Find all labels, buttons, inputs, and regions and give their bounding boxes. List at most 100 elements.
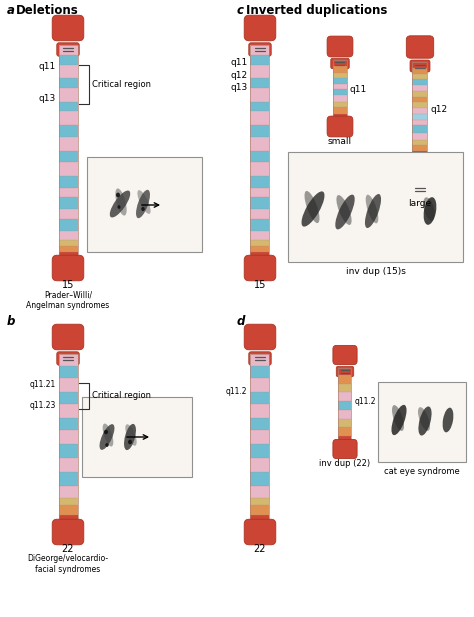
- Bar: [333, 102, 347, 107]
- Bar: [412, 139, 428, 146]
- Ellipse shape: [423, 197, 435, 221]
- Bar: [250, 125, 270, 137]
- Bar: [412, 114, 428, 120]
- Ellipse shape: [125, 424, 137, 445]
- Bar: [58, 197, 78, 209]
- Ellipse shape: [118, 205, 120, 209]
- Text: inv dup (15)s: inv dup (15)s: [346, 267, 405, 276]
- Bar: [378, 382, 466, 462]
- Bar: [58, 486, 78, 498]
- Bar: [250, 246, 270, 252]
- Bar: [58, 45, 78, 55]
- Bar: [412, 91, 428, 96]
- Bar: [338, 392, 352, 401]
- Ellipse shape: [418, 407, 430, 431]
- Bar: [333, 65, 347, 73]
- Bar: [250, 378, 270, 392]
- Text: b: b: [7, 315, 15, 328]
- FancyBboxPatch shape: [244, 324, 276, 350]
- Bar: [58, 209, 78, 219]
- Bar: [338, 436, 352, 443]
- Ellipse shape: [141, 207, 145, 211]
- Bar: [333, 95, 347, 102]
- Bar: [250, 45, 270, 260]
- FancyBboxPatch shape: [336, 366, 354, 377]
- Bar: [250, 88, 270, 102]
- Bar: [412, 96, 428, 102]
- Text: large: large: [409, 199, 431, 208]
- Bar: [412, 62, 428, 68]
- Bar: [333, 60, 347, 120]
- FancyBboxPatch shape: [52, 324, 84, 350]
- Bar: [412, 102, 428, 108]
- Bar: [338, 426, 352, 436]
- Ellipse shape: [304, 191, 319, 223]
- Ellipse shape: [424, 197, 437, 225]
- Text: small: small: [328, 137, 352, 146]
- Bar: [58, 137, 78, 151]
- Bar: [58, 252, 78, 260]
- Bar: [338, 375, 352, 384]
- Bar: [58, 246, 78, 252]
- Bar: [412, 133, 428, 139]
- Bar: [412, 73, 428, 79]
- Bar: [58, 444, 78, 458]
- FancyBboxPatch shape: [406, 167, 434, 189]
- Bar: [250, 188, 270, 197]
- Bar: [250, 102, 270, 112]
- Bar: [58, 392, 78, 404]
- Text: inv dup (22): inv dup (22): [319, 459, 371, 468]
- FancyBboxPatch shape: [410, 183, 430, 195]
- Ellipse shape: [337, 195, 352, 225]
- Ellipse shape: [443, 408, 454, 433]
- Bar: [250, 354, 270, 524]
- FancyBboxPatch shape: [327, 36, 353, 57]
- Bar: [338, 368, 352, 443]
- Bar: [250, 65, 270, 78]
- Bar: [333, 73, 347, 78]
- FancyBboxPatch shape: [244, 519, 276, 545]
- FancyBboxPatch shape: [406, 153, 434, 175]
- Bar: [250, 137, 270, 151]
- Bar: [338, 419, 352, 426]
- FancyBboxPatch shape: [249, 43, 271, 56]
- Bar: [250, 112, 270, 125]
- Ellipse shape: [301, 191, 325, 226]
- Bar: [250, 209, 270, 219]
- Bar: [333, 84, 347, 89]
- Ellipse shape: [105, 443, 109, 447]
- Ellipse shape: [103, 423, 113, 447]
- Bar: [58, 125, 78, 137]
- Bar: [250, 505, 270, 515]
- Bar: [250, 444, 270, 458]
- Bar: [87, 157, 202, 252]
- Text: 22: 22: [62, 544, 74, 554]
- Text: q11.2: q11.2: [355, 397, 376, 406]
- FancyBboxPatch shape: [331, 58, 349, 68]
- Bar: [58, 55, 78, 65]
- Bar: [288, 152, 463, 262]
- Bar: [58, 505, 78, 515]
- Bar: [58, 88, 78, 102]
- Bar: [58, 112, 78, 125]
- Bar: [58, 404, 78, 418]
- Ellipse shape: [365, 194, 381, 228]
- Bar: [250, 498, 270, 505]
- FancyBboxPatch shape: [244, 15, 276, 41]
- Text: q11: q11: [350, 86, 367, 94]
- Text: q12: q12: [430, 105, 447, 114]
- Text: q12: q12: [230, 70, 247, 80]
- Ellipse shape: [366, 195, 378, 223]
- Ellipse shape: [115, 188, 127, 215]
- Bar: [58, 241, 78, 246]
- Bar: [58, 418, 78, 429]
- Ellipse shape: [136, 190, 150, 218]
- FancyBboxPatch shape: [57, 43, 79, 56]
- Bar: [58, 472, 78, 486]
- Text: Inverted duplications: Inverted duplications: [246, 4, 387, 17]
- Text: DiGeorge/velocardio-
facial syndromes: DiGeorge/velocardio- facial syndromes: [27, 554, 109, 574]
- FancyBboxPatch shape: [244, 255, 276, 281]
- Bar: [338, 384, 352, 392]
- Ellipse shape: [419, 407, 432, 436]
- Bar: [412, 85, 428, 91]
